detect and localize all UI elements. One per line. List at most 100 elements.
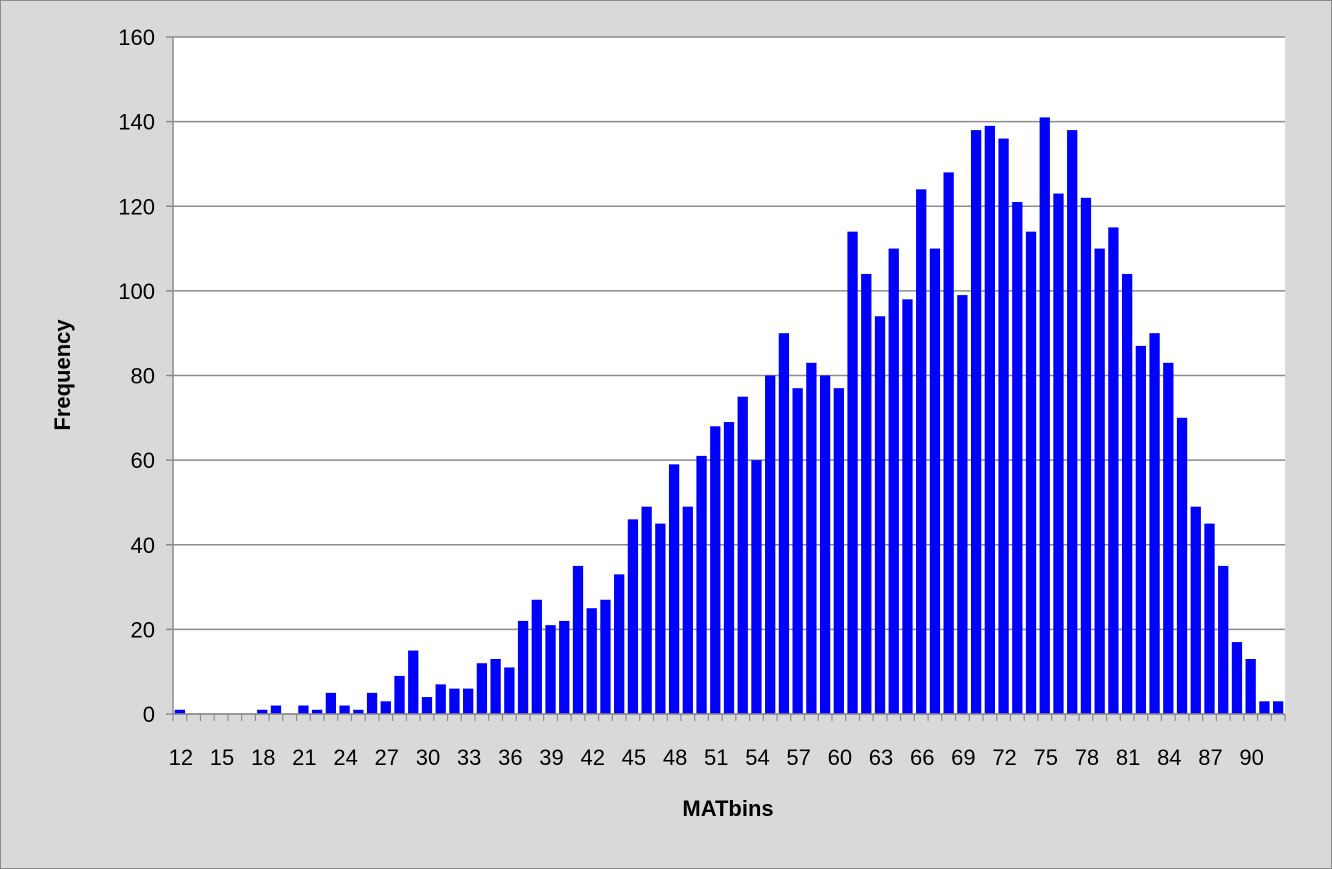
bar-78 <box>1080 197 1092 715</box>
bar-84 <box>1163 362 1174 714</box>
bar-82 <box>1135 345 1146 714</box>
bar-76 <box>1053 193 1064 714</box>
bar-21 <box>298 705 309 714</box>
bar-44 <box>614 574 625 714</box>
x-tick-label: 57 <box>786 745 810 770</box>
x-tick-label: 45 <box>622 745 646 770</box>
y-tick-label: 80 <box>131 364 155 389</box>
bar-65 <box>902 299 913 714</box>
y-tick-label: 60 <box>131 448 155 473</box>
bar-30 <box>421 697 433 714</box>
bar-86 <box>1190 506 1201 714</box>
bar-22 <box>312 709 323 714</box>
bar-28 <box>394 675 405 714</box>
bar-37 <box>517 620 529 714</box>
x-tick-label: 54 <box>745 745 769 770</box>
bar-48 <box>668 464 680 714</box>
bar-31 <box>435 684 446 714</box>
bar-40 <box>559 620 570 714</box>
bar-26 <box>366 692 378 714</box>
bar-51 <box>710 426 721 714</box>
x-tick-label: 78 <box>1075 745 1099 770</box>
bars <box>174 117 1284 715</box>
bar-67 <box>929 248 941 714</box>
x-tick-label: 72 <box>992 745 1016 770</box>
bar-81 <box>1121 273 1133 714</box>
bar-61 <box>847 231 858 714</box>
x-tick-label: 36 <box>498 745 522 770</box>
bar-56 <box>778 333 790 714</box>
bar-91 <box>1259 701 1270 714</box>
bar-85 <box>1176 417 1188 714</box>
x-tick-label: 33 <box>457 745 481 770</box>
bar-63 <box>874 316 886 714</box>
bar-59 <box>819 375 831 714</box>
bar-75 <box>1039 117 1050 715</box>
x-tick-label: 42 <box>580 745 604 770</box>
bar-46 <box>641 506 652 714</box>
bar-89 <box>1231 642 1243 714</box>
x-tick-label: 48 <box>663 745 687 770</box>
x-tick-label: 27 <box>375 745 399 770</box>
x-tick-label: 69 <box>951 745 975 770</box>
y-tick-label: 120 <box>118 194 155 219</box>
bar-32 <box>449 688 460 714</box>
x-tick-label: 63 <box>869 745 893 770</box>
x-tick-label: 87 <box>1198 745 1222 770</box>
x-tick-label: 30 <box>416 745 440 770</box>
x-tick-label: 24 <box>333 745 357 770</box>
bar-19 <box>270 705 282 714</box>
bar-57 <box>792 388 803 714</box>
bar-87 <box>1204 523 1215 714</box>
tick-labels: 0 20 40 60 80 100 120 140 160 12 15 18 21 24 27 30 33 36 3… <box>118 25 1264 770</box>
bar-69 <box>957 295 968 714</box>
bar-36 <box>504 667 515 714</box>
bar-74 <box>1025 231 1037 714</box>
x-tick-label: 15 <box>210 745 234 770</box>
bar-33 <box>463 688 474 714</box>
y-tick-label: 40 <box>131 533 155 558</box>
x-tick-label: 12 <box>169 745 193 770</box>
bar-50 <box>696 455 707 714</box>
bar-34 <box>476 663 488 714</box>
bar-53 <box>737 396 748 714</box>
bar-64 <box>888 248 899 714</box>
x-tick-label: 39 <box>539 745 563 770</box>
bar-83 <box>1149 333 1160 714</box>
bar-23 <box>325 692 337 714</box>
y-tick-label: 20 <box>131 617 155 642</box>
bar-66 <box>916 189 927 714</box>
x-tick-label: 75 <box>1034 745 1058 770</box>
bar-72 <box>998 138 1009 715</box>
x-tick-label: 21 <box>292 745 316 770</box>
bar-38 <box>531 599 542 714</box>
bar-43 <box>600 599 611 714</box>
bar-73 <box>1012 202 1023 715</box>
x-tick-label: 18 <box>251 745 275 770</box>
bar-80 <box>1108 227 1119 714</box>
bar-25 <box>353 709 364 714</box>
bar-52 <box>723 422 735 714</box>
y-tick-label: 0 <box>143 702 155 727</box>
bar-18 <box>257 709 268 714</box>
x-tick-label: 90 <box>1239 745 1263 770</box>
bar-92 <box>1272 701 1284 714</box>
x-tick-label: 66 <box>910 745 934 770</box>
bar-70 <box>970 130 982 714</box>
bar-60 <box>833 388 844 714</box>
bar-42 <box>586 608 597 714</box>
y-tick-label: 160 <box>118 25 155 50</box>
bar-29 <box>408 650 419 714</box>
bar-88 <box>1218 565 1229 714</box>
bar-55 <box>765 375 776 714</box>
x-tick-label: 60 <box>828 745 852 770</box>
bar-41 <box>572 565 584 714</box>
bar-39 <box>545 625 556 714</box>
x-axis-title: MATbins <box>682 796 773 821</box>
bar-58 <box>806 362 817 714</box>
x-tick-label: 81 <box>1116 745 1140 770</box>
y-tick-label: 140 <box>118 110 155 135</box>
bar-90 <box>1245 658 1256 714</box>
bar-45 <box>627 519 639 714</box>
